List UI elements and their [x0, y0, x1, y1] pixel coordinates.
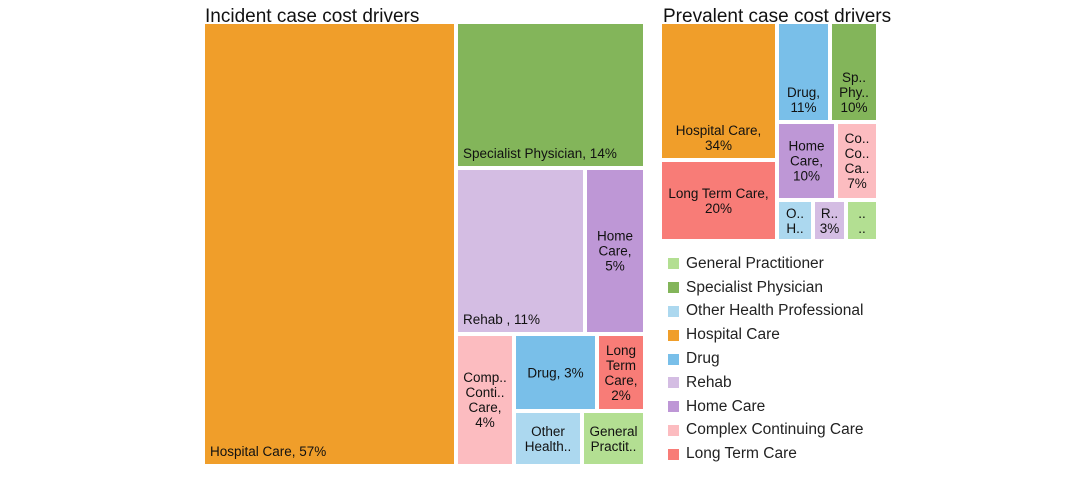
tile-label: Home Care, 5% — [596, 228, 633, 274]
tile-label: Drug, 3% — [527, 365, 584, 380]
treemap-tile-home-care: Home Care, 5% — [585, 168, 645, 334]
legend-swatch — [668, 377, 679, 389]
legend-item-drug: Drug — [668, 347, 863, 371]
treemap-tile-specialist-physician: Sp.. Phy.. 10% — [830, 22, 878, 122]
treemap-tile-hospital-care: Hospital Care, 34% — [660, 22, 777, 160]
treemap-tile-long-term-care: Long Term Care, 2% — [597, 334, 645, 411]
tile-label: Long Term Care, 20% — [668, 185, 769, 216]
tile-label: Specialist Physician, 14% — [463, 146, 617, 161]
tile-label: Comp.. Conti.. Care, 4% — [463, 370, 507, 430]
legend-swatch — [668, 305, 679, 317]
tile-label: Hospital Care, 34% — [675, 123, 762, 153]
treemap-tile-other-health-professional: O.. H.. — [777, 200, 813, 241]
legend-label: Drug — [686, 350, 720, 368]
legend: General Practitioner Specialist Physician… — [668, 252, 863, 466]
legend-item-hospital-care: Hospital Care — [668, 323, 863, 347]
legend-label: Home Care — [686, 397, 766, 415]
treemap-tile-rehab: Rehab , 11% — [456, 168, 585, 334]
treemap-tile-hospital-care: Hospital Care, 57% — [203, 22, 456, 466]
treemap-tile-other-health-professional: Other Health.. — [514, 411, 582, 466]
legend-label: Rehab — [686, 373, 732, 391]
tile-label: Other Health.. — [524, 423, 572, 454]
legend-item-general-practitioner: General Practitioner — [668, 252, 863, 276]
legend-label: General Practitioner — [686, 254, 824, 272]
legend-swatch — [668, 258, 679, 270]
treemap-tile-general-practitioner: General Practit.. — [582, 411, 645, 466]
tile-label: Rehab , 11% — [463, 312, 541, 327]
treemap-tile-home-care: Home Care, 10% — [777, 122, 836, 200]
treemap-tile-long-term-care: Long Term Care, 20% — [660, 160, 777, 241]
legend-swatch — [668, 353, 679, 365]
legend-item-complex-continuing-care: Complex Continuing Care — [668, 419, 863, 443]
legend-item-home-care: Home Care — [668, 395, 863, 419]
treemap-tile-rehab: R.. 3% — [813, 200, 846, 241]
tile-label: O.. H.. — [785, 205, 804, 236]
legend-swatch — [668, 424, 679, 436]
tile-label: .. .. — [858, 205, 866, 236]
treemap-tile-complex-continuing-care: Comp.. Conti.. Care, 4% — [456, 334, 514, 466]
treemap-tile-drug: Drug, 11% — [777, 22, 830, 122]
legend-item-specialist-physician: Specialist Physician — [668, 276, 863, 300]
legend-item-rehab: Rehab — [668, 371, 863, 395]
prevalent-chart-title: Prevalent case cost drivers — [663, 6, 892, 27]
legend-item-long-term-care: Long Term Care — [668, 442, 863, 466]
tile-label: Hospital Care, 57% — [210, 444, 327, 459]
tile-label: Co.. Co.. Ca.. 7% — [844, 131, 870, 191]
treemap-tile-drug: Drug, 3% — [514, 334, 597, 411]
tile-label: Drug, 11% — [786, 85, 820, 115]
legend-label: Complex Continuing Care — [686, 421, 864, 439]
legend-label: Hospital Care — [686, 326, 780, 344]
legend-swatch — [668, 401, 679, 413]
treemap-tile-complex-continuing-care: Co.. Co.. Ca.. 7% — [836, 122, 878, 200]
treemap-tile-specialist-physician: Specialist Physician, 14% — [456, 22, 645, 168]
legend-swatch — [668, 329, 679, 341]
tile-label: General Practit.. — [589, 423, 638, 454]
tile-label: Home Care, 10% — [788, 138, 825, 184]
legend-label: Other Health Professional — [686, 302, 864, 320]
legend-label: Specialist Physician — [686, 278, 823, 296]
legend-item-other-health-professional: Other Health Professional — [668, 300, 863, 324]
tile-label: Sp.. Phy.. 10% — [839, 70, 869, 115]
treemap-tile-general-practitioner: .. .. — [846, 200, 878, 241]
incident-chart-title: Incident case cost drivers — [205, 6, 420, 27]
legend-swatch — [668, 448, 679, 460]
legend-swatch — [668, 282, 679, 294]
tile-label: R.. 3% — [819, 205, 840, 236]
tile-label: Long Term Care, 2% — [604, 342, 638, 403]
legend-label: Long Term Care — [686, 445, 797, 463]
